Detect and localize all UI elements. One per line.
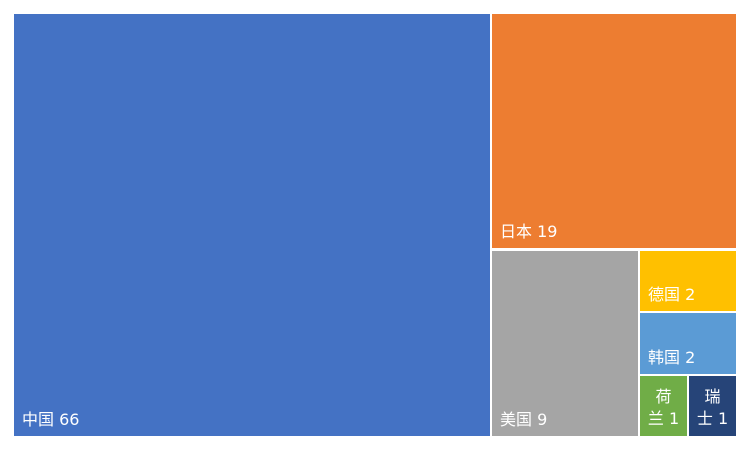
treemap-tile: 美国 9 <box>492 251 638 436</box>
tile-label-line: 士 1 <box>696 409 729 428</box>
tile-label-line: 瑞 <box>704 387 721 406</box>
tile-label: 瑞士 1 <box>689 386 736 430</box>
treemap-tile: 日本 19 <box>492 14 736 248</box>
tile-label-line: 兰 1 <box>647 409 680 428</box>
tile-label-line: 荷 <box>655 387 672 406</box>
tile-label: 中国 66 <box>22 409 80 429</box>
tile-label: 德国 2 <box>648 284 696 304</box>
tile-label: 荷兰 1 <box>640 386 687 430</box>
treemap-tile: 中国 66 <box>14 14 490 436</box>
tile-label: 美国 9 <box>500 409 548 429</box>
treemap-tile: 德国 2 <box>640 251 736 311</box>
tile-label: 韩国 2 <box>648 347 696 367</box>
treemap-tile: 荷兰 1 <box>640 376 687 436</box>
treemap-tile: 韩国 2 <box>640 313 736 374</box>
tile-label: 日本 19 <box>500 221 558 241</box>
treemap-tile: 瑞士 1 <box>689 376 736 436</box>
